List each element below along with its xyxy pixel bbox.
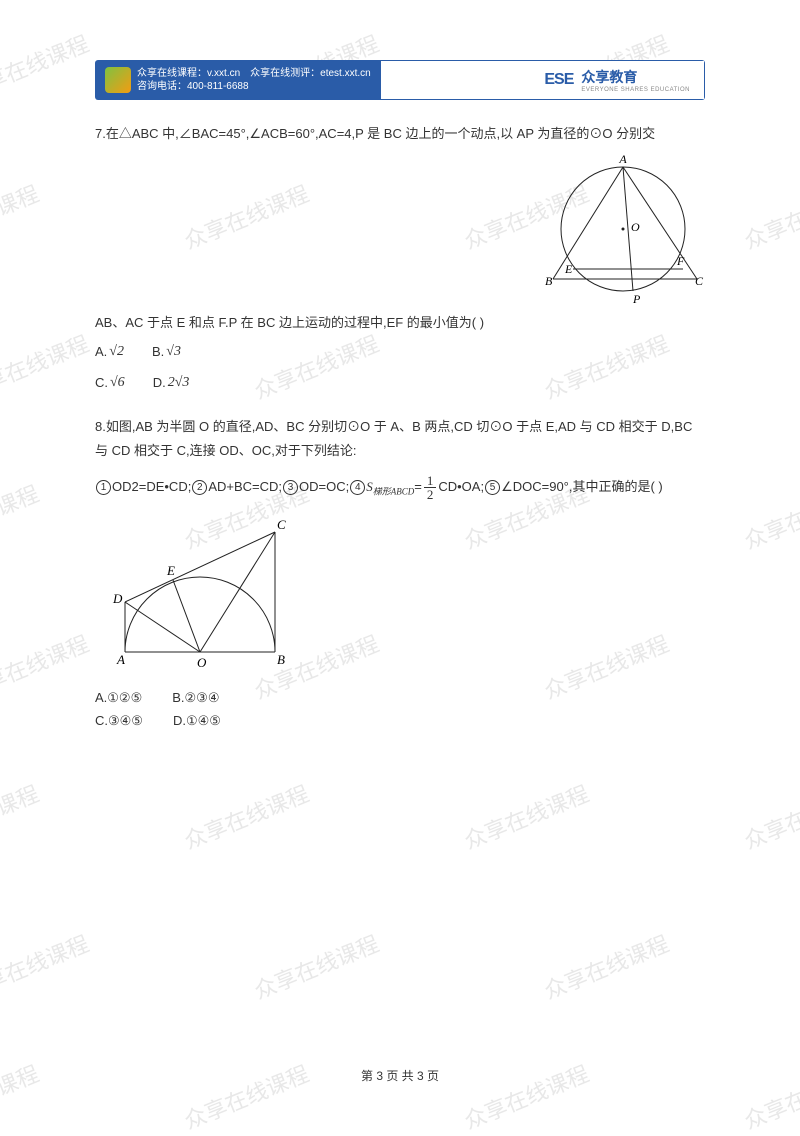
stmt4-symbol: S梯形ABCD	[366, 474, 414, 501]
svg-text:C: C	[277, 517, 286, 532]
q8-figure: A B C D E O	[95, 507, 305, 677]
svg-text:B: B	[545, 274, 553, 288]
q7-options-row1: A. √2 B. √3	[95, 339, 705, 366]
svg-text:A: A	[618, 152, 627, 166]
banner-left: 众享在线课程：v.xxt.cn 众享在线测评：etest.xxt.cn 咨询电话…	[95, 60, 381, 100]
banner-line1: 众享在线课程：v.xxt.cn 众享在线测评：etest.xxt.cn	[137, 67, 371, 80]
q7-opt-c: C. √6	[95, 370, 125, 397]
svg-text:E: E	[564, 262, 573, 276]
page-footer: 第 3 页 共 3 页	[0, 1067, 800, 1084]
q7-opt-b: B. √3	[152, 339, 181, 366]
svg-text:A: A	[116, 652, 125, 667]
brand-sub: EVERYONE SHARES EDUCATION	[581, 87, 690, 93]
banner-logo-icon	[105, 67, 131, 93]
stmt-1-icon: 1	[96, 480, 111, 495]
q8-opt-d: D.①④⑤	[173, 709, 221, 732]
svg-text:O: O	[197, 655, 207, 670]
header-banner: 众享在线课程：v.xxt.cn 众享在线测评：etest.xxt.cn 咨询电话…	[95, 60, 705, 100]
q7-text-line1: 7.在△ABC 中,∠BAC=45°,∠ACB=60°,AC=4,P 是 BC …	[95, 122, 705, 147]
q8-opt-a: A.①②⑤	[95, 686, 142, 709]
brand-logo: ESE	[544, 71, 573, 89]
stmt-3-icon: 3	[283, 480, 298, 495]
svg-text:D: D	[112, 591, 123, 606]
stmt-2-icon: 2	[192, 480, 207, 495]
brand-name: 众享教育	[581, 67, 690, 87]
q7-text-line2: AB、AC 于点 E 和点 F.P 在 BC 边上运动的过程中,EF 的最小值为…	[95, 311, 705, 336]
q7-options-row2: C. √6 D. 2√3	[95, 370, 705, 397]
stmt-4-icon: 4	[350, 480, 365, 495]
svg-text:E: E	[166, 563, 175, 578]
banner-right: ESE 众享教育 EVERYONE SHARES EDUCATION	[381, 60, 705, 100]
brand-block: 众享教育 EVERYONE SHARES EDUCATION	[581, 67, 690, 93]
q8-statements: 1OD2=DE•CD; 2AD+BC=CD; 3OD=OC; 4 S梯形ABCD…	[95, 474, 705, 501]
banner-line2: 咨询电话：400-811-6688	[137, 80, 371, 93]
q8-text: 8.如图,AB 为半圆 O 的直径,AD、BC 分别切⊙O 于 A、B 两点,C…	[95, 415, 705, 464]
q8-opt-b: B.②③④	[172, 686, 219, 709]
banner-text: 众享在线课程：v.xxt.cn 众享在线测评：etest.xxt.cn 咨询电话…	[137, 67, 371, 93]
svg-text:O: O	[631, 220, 640, 234]
stmt-5-icon: 5	[485, 480, 500, 495]
fraction-half: 12	[424, 474, 437, 501]
svg-text:B: B	[277, 652, 285, 667]
q7-opt-d: D. 2√3	[153, 370, 190, 397]
question-7: 7.在△ABC 中,∠BAC=45°,∠ACB=60°,AC=4,P 是 BC …	[95, 122, 705, 397]
q8-options: A.①②⑤ B.②③④ C.③④⑤ D.①④⑤	[95, 686, 705, 733]
svg-text:F: F	[676, 254, 685, 268]
svg-text:P: P	[632, 292, 641, 306]
q7-opt-a: A. √2	[95, 339, 124, 366]
question-8: 8.如图,AB 为半圆 O 的直径,AD、BC 分别切⊙O 于 A、B 两点,C…	[95, 415, 705, 733]
q7-row: A B C E F O P	[95, 147, 705, 311]
q7-figure: A B C E F O P	[535, 151, 705, 311]
svg-text:C: C	[695, 274, 704, 288]
q8-opt-c: C.③④⑤	[95, 709, 143, 732]
